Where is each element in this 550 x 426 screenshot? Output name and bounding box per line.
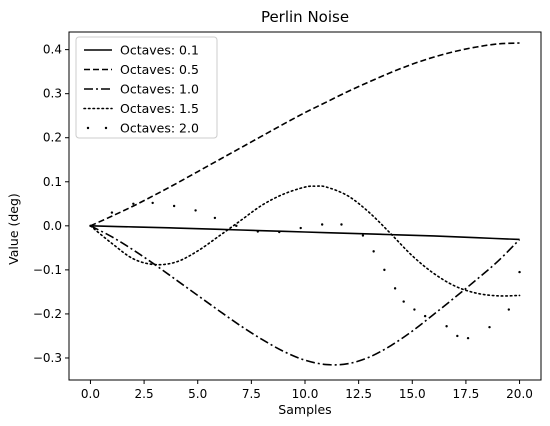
series-point-octaves-2-0	[402, 300, 405, 303]
series-point-octaves-2-0	[299, 226, 302, 230]
series-line-octaves-0-5	[90, 42, 520, 227]
series-point-octaves-2-0	[172, 204, 176, 208]
chart-title: Perlin Noise	[261, 8, 349, 26]
series-point-octaves-2-0	[132, 202, 135, 205]
x-axis-label: Samples	[278, 402, 331, 417]
x-tick-label: 12.5	[345, 387, 372, 401]
series-line-octaves-1-5	[89, 185, 521, 297]
series-point-octaves-2-0	[423, 314, 427, 318]
y-tick-label: 0.0	[43, 219, 62, 233]
series-line-octaves-1-0	[90, 225, 521, 366]
series-point-octaves-2-0	[89, 224, 92, 228]
legend-label-octaves-1-5: Octaves: 1.5	[120, 101, 199, 116]
y-axis-ticks: −0.3 −0.2 −0.1 0.0 0.1 0.2 0.3 0.4	[33, 43, 69, 365]
y-tick-label: 0.1	[43, 175, 62, 189]
series-point-octaves-2-0	[320, 223, 324, 226]
series-point-octaves-2-0	[213, 216, 217, 220]
y-axis-label: Value (deg)	[6, 193, 21, 265]
series-point-octaves-2-0	[278, 230, 281, 234]
series-point-octaves-2-0	[110, 211, 114, 214]
y-tick-label: 0.3	[43, 87, 62, 101]
x-tick-label: 17.5	[453, 387, 480, 401]
y-tick-label: 0.4	[43, 43, 62, 57]
series-point-octaves-2-0	[383, 268, 386, 272]
series-point-octaves-2-0	[507, 308, 511, 311]
y-tick-label: −0.1	[33, 263, 62, 277]
legend-marker-octaves-2-0	[86, 126, 90, 130]
y-tick-label: −0.2	[33, 307, 62, 321]
series-point-octaves-2-0	[413, 308, 416, 311]
x-axis-ticks: 0.0 2.5 5.0 7.5 10.0 12.5 15.0 17.5 20.0	[81, 380, 533, 401]
x-tick-label: 5.0	[188, 387, 207, 401]
legend-label-octaves-2-0: Octaves: 2.0	[120, 121, 199, 136]
series-point-octaves-2-0	[256, 230, 259, 233]
series-point-octaves-2-0	[393, 287, 397, 290]
y-tick-label: −0.3	[33, 351, 62, 365]
legend-label-octaves-0-5: Octaves: 0.5	[120, 62, 199, 77]
x-tick-label: 0.0	[81, 387, 100, 401]
legend-label-octaves-1-0: Octaves: 1.0	[120, 82, 199, 97]
series-point-octaves-2-0	[194, 209, 197, 212]
x-tick-label: 15.0	[399, 387, 426, 401]
series-point-octaves-2-0	[235, 224, 238, 228]
legend-marker-octaves-2-0	[104, 126, 108, 130]
series-point-octaves-2-0	[466, 336, 470, 340]
series-point-octaves-2-0	[445, 325, 448, 328]
series-point-octaves-2-0	[456, 334, 459, 338]
legend-label-octaves-0-1: Octaves: 0.1	[120, 43, 199, 58]
x-tick-label: 10.0	[292, 387, 319, 401]
x-tick-label: 2.5	[135, 387, 154, 401]
legend: Octaves: 0.1 Octaves: 0.5 Octaves: 1.0 Octa…	[75, 36, 218, 139]
x-tick-label: 7.5	[242, 387, 261, 401]
series-point-octaves-2-0	[361, 234, 365, 237]
series-point-octaves-2-0	[518, 270, 521, 274]
series-point-octaves-2-0	[151, 201, 154, 205]
series-point-octaves-2-0	[488, 325, 491, 329]
series-point-octaves-2-0	[372, 250, 375, 253]
x-tick-label: 20.0	[506, 387, 533, 401]
y-tick-label: 0.2	[43, 131, 62, 145]
series-point-octaves-2-0	[340, 223, 343, 226]
legend-box	[75, 36, 218, 139]
series-line-octaves-0-1	[90, 225, 520, 241]
